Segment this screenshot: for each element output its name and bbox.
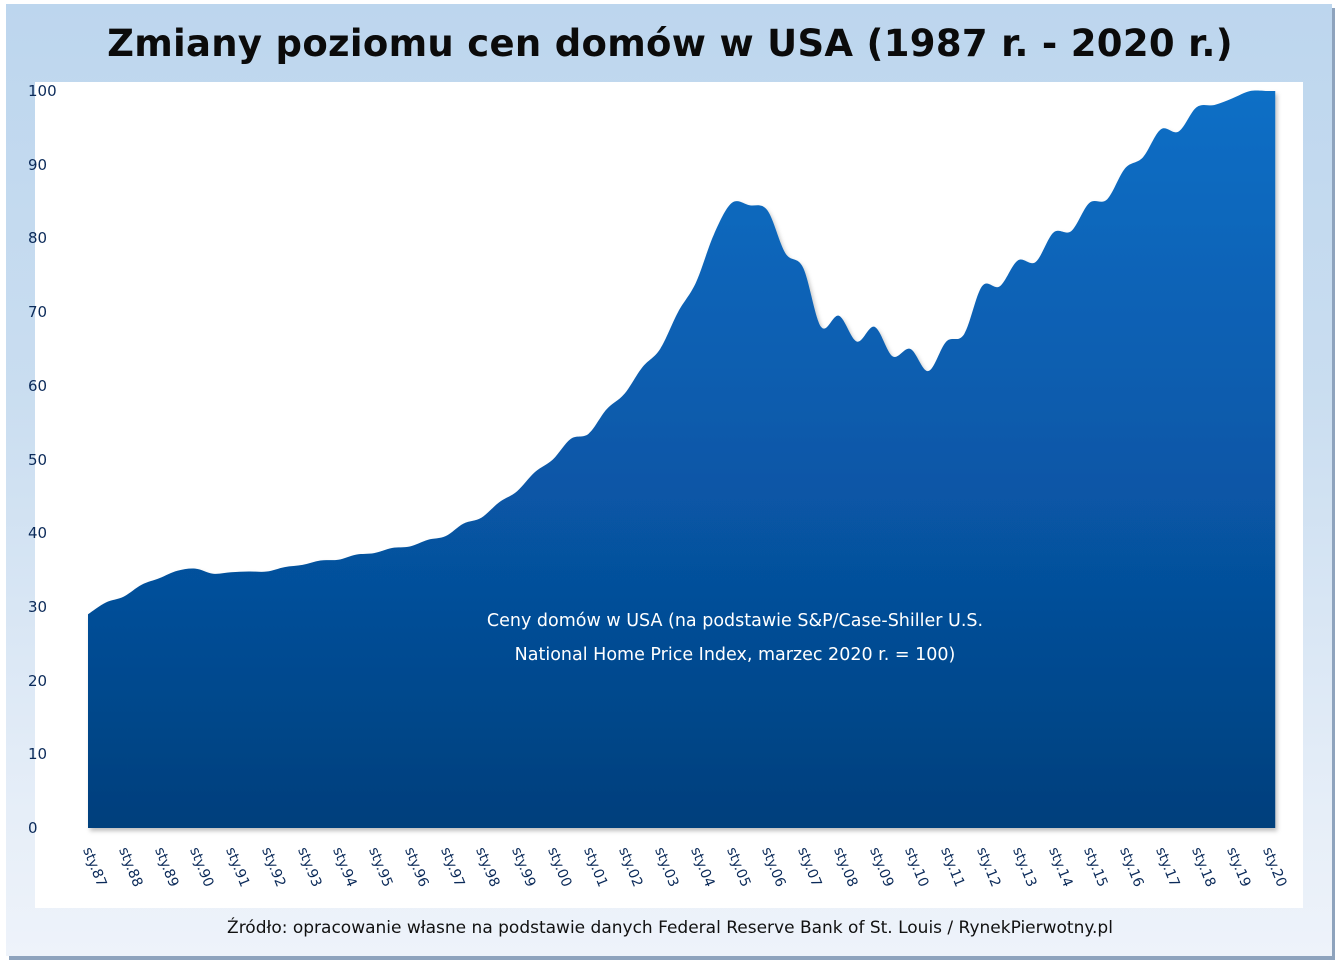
- y-tick-label: 90: [28, 155, 48, 174]
- annotation-line-2: National Home Price Index, marzec 2020 r…: [514, 645, 956, 665]
- annotation-line-1: Ceny domów w USA (na podstawie S&P/Case-…: [486, 611, 984, 631]
- source-note: Źródło: opracowanie własne na podstawie …: [227, 918, 1113, 938]
- y-tick-label: 50: [28, 450, 48, 469]
- chart-title: Zmiany poziomu cen domów w USA (1987 r. …: [107, 22, 1233, 65]
- y-tick-label: 70: [28, 303, 48, 322]
- y-tick-label: 0: [28, 819, 38, 837]
- y-tick-label: 10: [28, 745, 48, 764]
- y-tick-label: 60: [28, 376, 48, 395]
- y-tick-label: 20: [28, 671, 48, 690]
- series-annotation: Ceny domów w USA (na podstawie S&P/Case-…: [420, 604, 1050, 672]
- y-tick-label: 40: [28, 524, 48, 543]
- price-index-area: [88, 90, 1276, 828]
- y-tick-label: 30: [28, 597, 48, 616]
- y-tick-label: 100: [28, 82, 57, 100]
- y-tick-label: 80: [28, 229, 48, 248]
